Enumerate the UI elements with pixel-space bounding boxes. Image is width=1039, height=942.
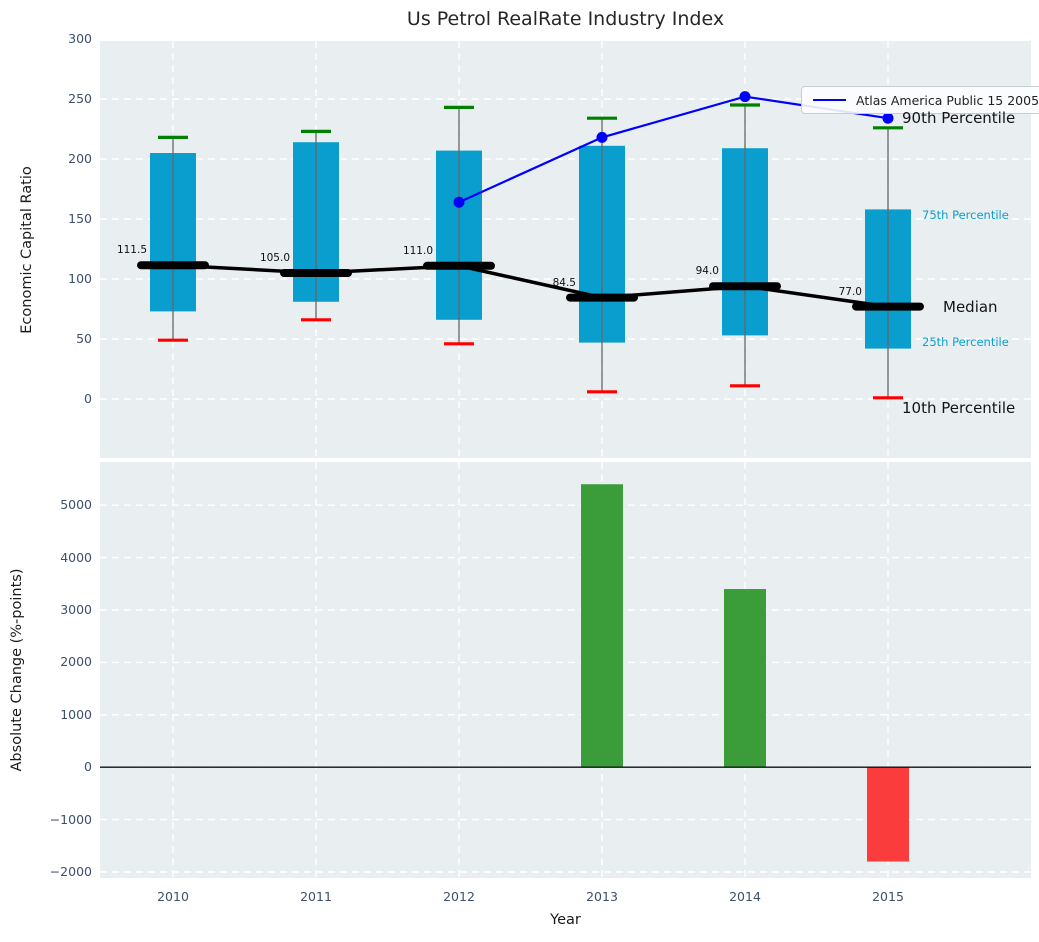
atlas-point-2014	[740, 91, 751, 102]
top-ytick-100: 100	[37, 271, 92, 287]
xtick-2011: 2011	[281, 889, 351, 905]
bottom-ytick--1000: −1000	[37, 812, 92, 828]
median-value-label-2013: 84.5	[512, 277, 576, 289]
legend-line-sample	[813, 99, 846, 101]
annotation-75th-percentile: 75th Percentile	[922, 208, 1009, 222]
median-value-label-2011: 105.0	[226, 252, 290, 264]
median-value-label-2015: 77.0	[798, 286, 862, 298]
figure: Us Petrol RealRate Industry Index Econom…	[0, 0, 1039, 942]
chart-title: Us Petrol RealRate Industry Index	[100, 8, 1031, 30]
median-value-label-2012: 111.0	[369, 245, 433, 257]
bar-chart	[100, 462, 1031, 878]
top-panel: Atlas America Public 15 2005 A L P	[100, 41, 1031, 458]
bottom-y-axis-label: Absolute Change (%-points)	[9, 540, 25, 800]
legend-label: Atlas America Public 15 2005 A L P	[856, 93, 1039, 108]
bottom-ytick-0: 0	[37, 759, 92, 775]
bar-2013	[581, 484, 623, 767]
xtick-2013: 2013	[567, 889, 637, 905]
bottom-ytick-1000: 1000	[37, 707, 92, 723]
atlas-point-2012	[454, 197, 465, 208]
annotation-10th-percentile: 10th Percentile	[902, 399, 1015, 417]
bottom-ytick-2000: 2000	[37, 654, 92, 670]
atlas-point-2015	[883, 113, 894, 124]
top-ytick-200: 200	[37, 151, 92, 167]
top-ytick-300: 300	[37, 31, 92, 47]
xtick-2012: 2012	[424, 889, 494, 905]
bottom-ytick--2000: −2000	[37, 864, 92, 880]
annotation-median: Median	[943, 298, 998, 316]
bottom-ytick-4000: 4000	[37, 550, 92, 566]
bar-2015	[867, 767, 909, 861]
top-ytick-150: 150	[37, 211, 92, 227]
annotation-25th-percentile: 25th Percentile	[922, 335, 1009, 349]
top-ytick-0: 0	[37, 391, 92, 407]
top-ytick-50: 50	[37, 331, 92, 347]
annotation-90th-percentile: 90th Percentile	[902, 109, 1015, 127]
bottom-ytick-5000: 5000	[37, 497, 92, 513]
xtick-2014: 2014	[710, 889, 780, 905]
median-value-label-2014: 94.0	[655, 265, 719, 277]
x-axis-label: Year	[100, 912, 1031, 928]
top-y-axis-label: Economic Capital Ratio	[19, 150, 35, 350]
bottom-panel	[100, 462, 1031, 878]
xtick-2015: 2015	[853, 889, 923, 905]
bar-2014	[724, 589, 766, 767]
bottom-ytick-3000: 3000	[37, 602, 92, 618]
top-ytick-250: 250	[37, 91, 92, 107]
xtick-2010: 2010	[138, 889, 208, 905]
median-value-label-2010: 111.5	[83, 244, 147, 256]
atlas-point-2013	[597, 132, 608, 143]
